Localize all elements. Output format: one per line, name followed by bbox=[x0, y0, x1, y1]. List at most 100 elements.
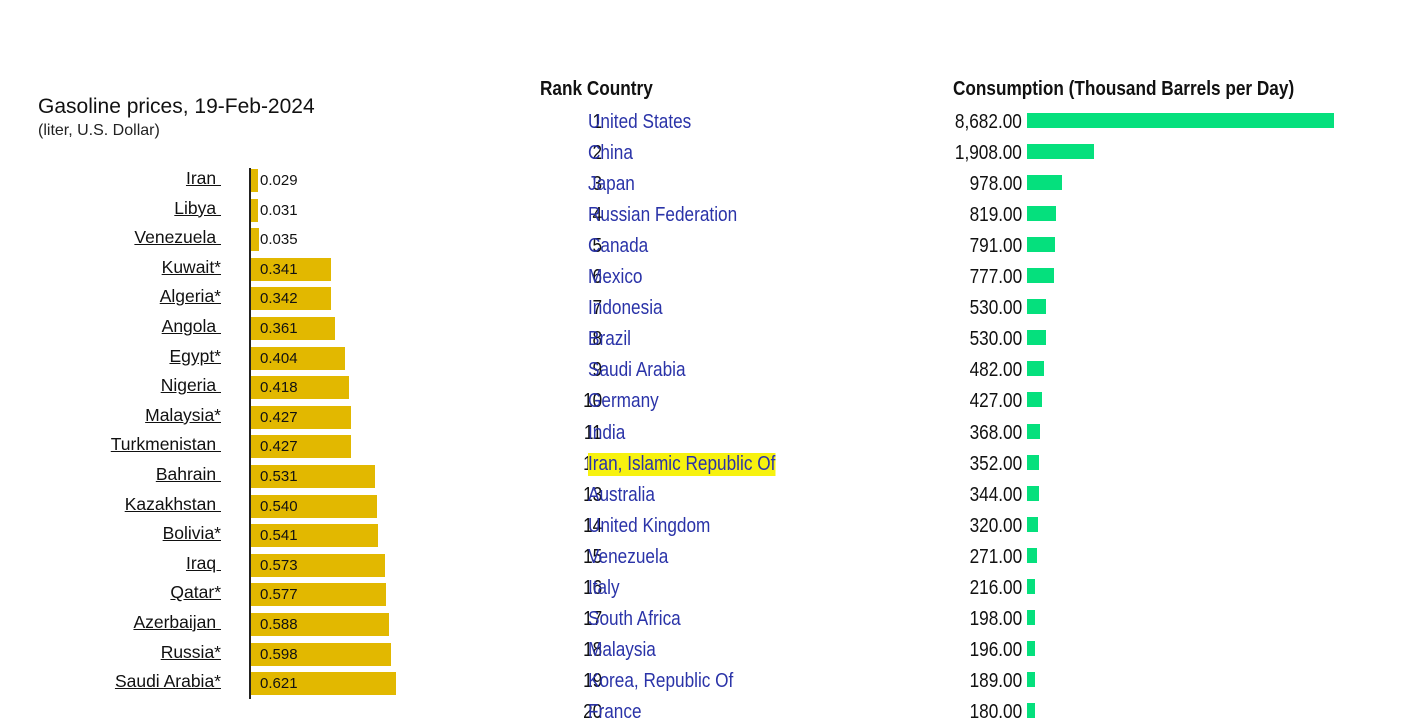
country-link[interactable]: Australia bbox=[588, 483, 655, 506]
bar-row: Turkmenistan 0.427 bbox=[0, 432, 420, 462]
country-link[interactable]: Brazil bbox=[588, 328, 632, 351]
bar bbox=[251, 465, 376, 488]
bar bbox=[1027, 237, 1055, 253]
bar bbox=[251, 613, 389, 636]
table-row: 10 Germany 427.00 bbox=[520, 384, 1380, 415]
consumption-value: 352.00 bbox=[969, 452, 1022, 475]
consumption-value: 271.00 bbox=[969, 545, 1022, 568]
country-link[interactable]: Malaysia bbox=[588, 638, 656, 661]
country-link[interactable]: Kuwait* bbox=[161, 256, 221, 277]
country-link[interactable]: France bbox=[588, 700, 642, 723]
country-link[interactable]: Korea, Republic Of bbox=[588, 669, 734, 692]
rank-number: 19 bbox=[582, 669, 602, 692]
consumption-value: 216.00 bbox=[969, 576, 1022, 599]
rank-number: 2 bbox=[592, 142, 602, 165]
bar-row: Iraq 0.573 bbox=[0, 551, 420, 581]
bar-row: Russia* 0.598 bbox=[0, 640, 420, 670]
country-link[interactable]: Russia* bbox=[160, 641, 221, 662]
rank-number: 1 bbox=[592, 111, 602, 133]
bar bbox=[1027, 578, 1035, 594]
rank-number: 8 bbox=[592, 328, 602, 351]
country-link[interactable]: Kazakhstan bbox=[124, 493, 221, 514]
chart-title: Gasoline prices, 19-Feb-2024 bbox=[38, 95, 315, 118]
rank-number: 3 bbox=[592, 173, 602, 196]
country-link[interactable]: Indonesia bbox=[588, 297, 663, 320]
country-link[interactable]: Iran, Islamic Republic Of bbox=[588, 452, 776, 476]
data-label: 0.361 bbox=[260, 320, 298, 337]
bar-row: Egypt* 0.404 bbox=[0, 344, 420, 374]
data-label: 0.598 bbox=[260, 645, 298, 663]
country-link[interactable]: Iran bbox=[185, 168, 221, 188]
table-row: 6 Mexico 777.00 bbox=[520, 260, 1380, 291]
data-label: 0.577 bbox=[260, 586, 298, 604]
rank-number: 14 bbox=[582, 514, 602, 537]
bar-row: Algeria* 0.342 bbox=[0, 284, 420, 314]
rank-number: 4 bbox=[592, 204, 602, 227]
bar bbox=[1027, 454, 1040, 470]
rank-country-header: Rank Country bbox=[540, 78, 653, 100]
consumption-value: 189.00 bbox=[969, 669, 1022, 692]
consumption-value: 819.00 bbox=[969, 204, 1022, 227]
country-link[interactable]: United States bbox=[588, 111, 692, 133]
country-link[interactable]: Bolivia* bbox=[162, 523, 221, 544]
bar-row: Kuwait* 0.341 bbox=[0, 255, 420, 285]
rank-number: 7 bbox=[592, 297, 602, 320]
country-link[interactable]: India bbox=[588, 421, 626, 444]
bar-row: Malaysia* 0.427 bbox=[0, 403, 420, 433]
table-row: 5 Canada 791.00 bbox=[520, 229, 1380, 260]
country-link[interactable]: South Africa bbox=[588, 607, 681, 630]
country-link[interactable]: Malaysia* bbox=[145, 404, 221, 425]
data-label: 0.427 bbox=[260, 408, 298, 426]
country-link[interactable]: Egypt* bbox=[169, 345, 221, 366]
rank-number: 10 bbox=[582, 390, 602, 413]
country-link[interactable]: Libya bbox=[174, 197, 221, 218]
country-link[interactable]: Canada bbox=[588, 235, 649, 258]
country-link[interactable]: Venezuela bbox=[588, 545, 669, 568]
bar bbox=[251, 583, 386, 607]
table-row: 13 Australia 344.00 bbox=[520, 478, 1380, 509]
bar bbox=[251, 672, 397, 696]
table-row: 20 France 180.00 bbox=[520, 695, 1380, 726]
country-link[interactable]: China bbox=[588, 142, 633, 165]
country-link[interactable]: Saudi Arabia* bbox=[114, 671, 221, 692]
country-link[interactable]: Azerbaijan bbox=[133, 612, 221, 632]
data-label: 0.031 bbox=[260, 201, 298, 219]
consumption-value: 8,682.00 bbox=[955, 111, 1022, 133]
country-link[interactable]: Nigeria bbox=[160, 375, 221, 396]
country-link[interactable]: Italy bbox=[588, 576, 620, 599]
table-row: 4 Russian Federation 819.00 bbox=[520, 198, 1380, 229]
bar bbox=[1027, 671, 1035, 687]
data-label: 0.341 bbox=[260, 260, 298, 278]
bar bbox=[1027, 361, 1045, 377]
table-row: 16 Italy 216.00 bbox=[520, 571, 1380, 602]
bar bbox=[1027, 547, 1037, 563]
country-link[interactable]: Japan bbox=[588, 173, 635, 196]
table-row: 15 Venezuela 271.00 bbox=[520, 540, 1380, 571]
bar bbox=[251, 642, 391, 666]
country-link[interactable]: Algeria* bbox=[159, 286, 221, 307]
consumption-value: 196.00 bbox=[969, 638, 1022, 661]
consumption-value: 344.00 bbox=[969, 483, 1022, 506]
country-link[interactable]: Qatar* bbox=[170, 582, 221, 603]
country-link[interactable]: Venezuela bbox=[134, 227, 221, 248]
table-row: 17 South Africa 198.00 bbox=[520, 602, 1380, 633]
country-link[interactable]: Angola bbox=[161, 316, 221, 336]
country-link[interactable]: Russian Federation bbox=[588, 204, 738, 227]
bar bbox=[251, 346, 346, 370]
bar bbox=[251, 257, 331, 281]
consumption-header: Consumption (Thousand Barrels per Day) bbox=[953, 78, 1295, 100]
country-link[interactable]: Turkmenistan bbox=[110, 434, 221, 455]
country-link[interactable]: Germany bbox=[588, 390, 659, 413]
country-link[interactable]: Mexico bbox=[588, 266, 643, 289]
country-link[interactable]: Bahrain bbox=[155, 464, 221, 484]
country-link[interactable]: Iraq bbox=[185, 552, 221, 573]
data-label: 0.029 bbox=[260, 172, 298, 189]
bar bbox=[1027, 702, 1035, 718]
data-label: 0.573 bbox=[260, 556, 298, 574]
consumption-value: 530.00 bbox=[969, 297, 1022, 320]
country-link[interactable]: Saudi Arabia bbox=[588, 359, 686, 382]
country-link[interactable]: United Kingdom bbox=[588, 514, 711, 537]
bar bbox=[1027, 423, 1040, 439]
table-row: 2 China 1,908.00 bbox=[520, 136, 1380, 167]
